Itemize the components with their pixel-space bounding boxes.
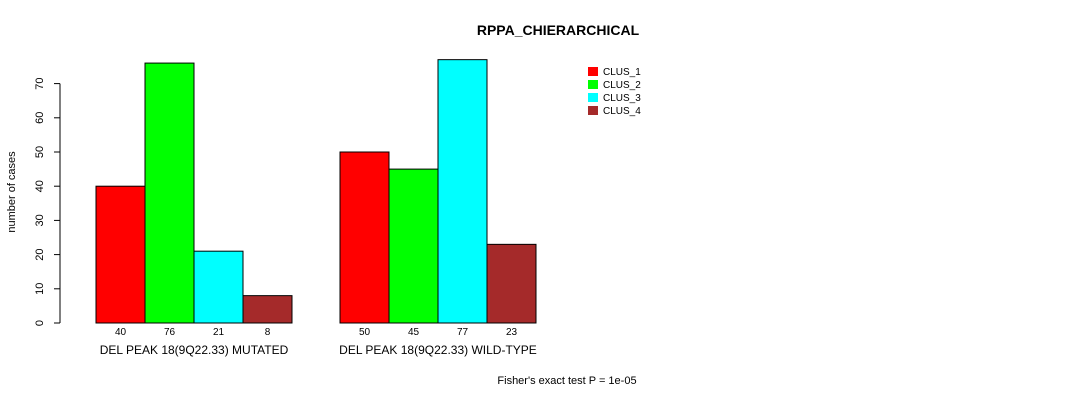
legend-swatch <box>588 106 598 115</box>
y-tick-label: 10 <box>34 283 46 295</box>
bar-count-label: 77 <box>457 327 469 338</box>
legend: CLUS_1 CLUS_2 CLUS_3 CLUS_4 <box>588 67 641 117</box>
bar-clus-3 <box>193 250 244 324</box>
bar-count-label: 8 <box>265 327 271 338</box>
legend-label: CLUS_3 <box>603 93 641 104</box>
legend-swatch <box>588 80 598 89</box>
y-tick-label: 40 <box>34 180 46 192</box>
bar-clus-2 <box>144 62 195 324</box>
legend-label: CLUS_1 <box>603 67 641 78</box>
y-tick-label: 30 <box>34 214 46 226</box>
bar-count-label: 23 <box>506 327 518 338</box>
bar-group: 40 76 21 8 DEL PEAK 18(9Q22.33) MUTATED <box>95 62 293 357</box>
legend-swatch <box>588 93 598 102</box>
bar-clus-1 <box>339 151 390 324</box>
bar-count-label: 45 <box>408 327 420 338</box>
bars: 40 76 21 8 DEL PEAK 18(9Q22.33) MUTATED 50 45 7… <box>95 59 537 357</box>
bar-count-label: 21 <box>213 327 225 338</box>
bar-group: 50 45 77 23 DEL PEAK 18(9Q22.33) WILD-TYPE <box>339 59 537 357</box>
y-tick-label: 50 <box>34 146 46 158</box>
bar-clus-3 <box>437 59 488 324</box>
bar-clus-1 <box>95 185 146 324</box>
y-tick-label: 0 <box>34 320 46 326</box>
y-tick-label: 20 <box>34 248 46 260</box>
chart-title: RPPA_CHIERARCHICAL <box>477 22 640 38</box>
bar-clus-2 <box>388 168 439 324</box>
group-label: DEL PEAK 18(9Q22.33) MUTATED <box>100 343 289 357</box>
bar-clus-4 <box>242 295 293 324</box>
legend-label: CLUS_2 <box>603 80 641 91</box>
y-tick-label: 70 <box>34 77 46 89</box>
group-label: DEL PEAK 18(9Q22.33) WILD-TYPE <box>339 343 537 357</box>
y-axis: 0 10 20 30 40 50 60 70 <box>34 77 61 326</box>
y-tick-label: 60 <box>34 112 46 124</box>
bar-count-label: 50 <box>359 327 371 338</box>
y-axis-label: number of cases <box>6 151 18 233</box>
bar-count-label: 40 <box>115 327 127 338</box>
legend-swatch <box>588 67 598 76</box>
bar-count-label: 76 <box>164 327 176 338</box>
fisher-test-footnote: Fisher's exact test P = 1e-05 <box>497 375 636 387</box>
legend-label: CLUS_4 <box>603 106 641 117</box>
bar-clus-4 <box>486 243 537 324</box>
